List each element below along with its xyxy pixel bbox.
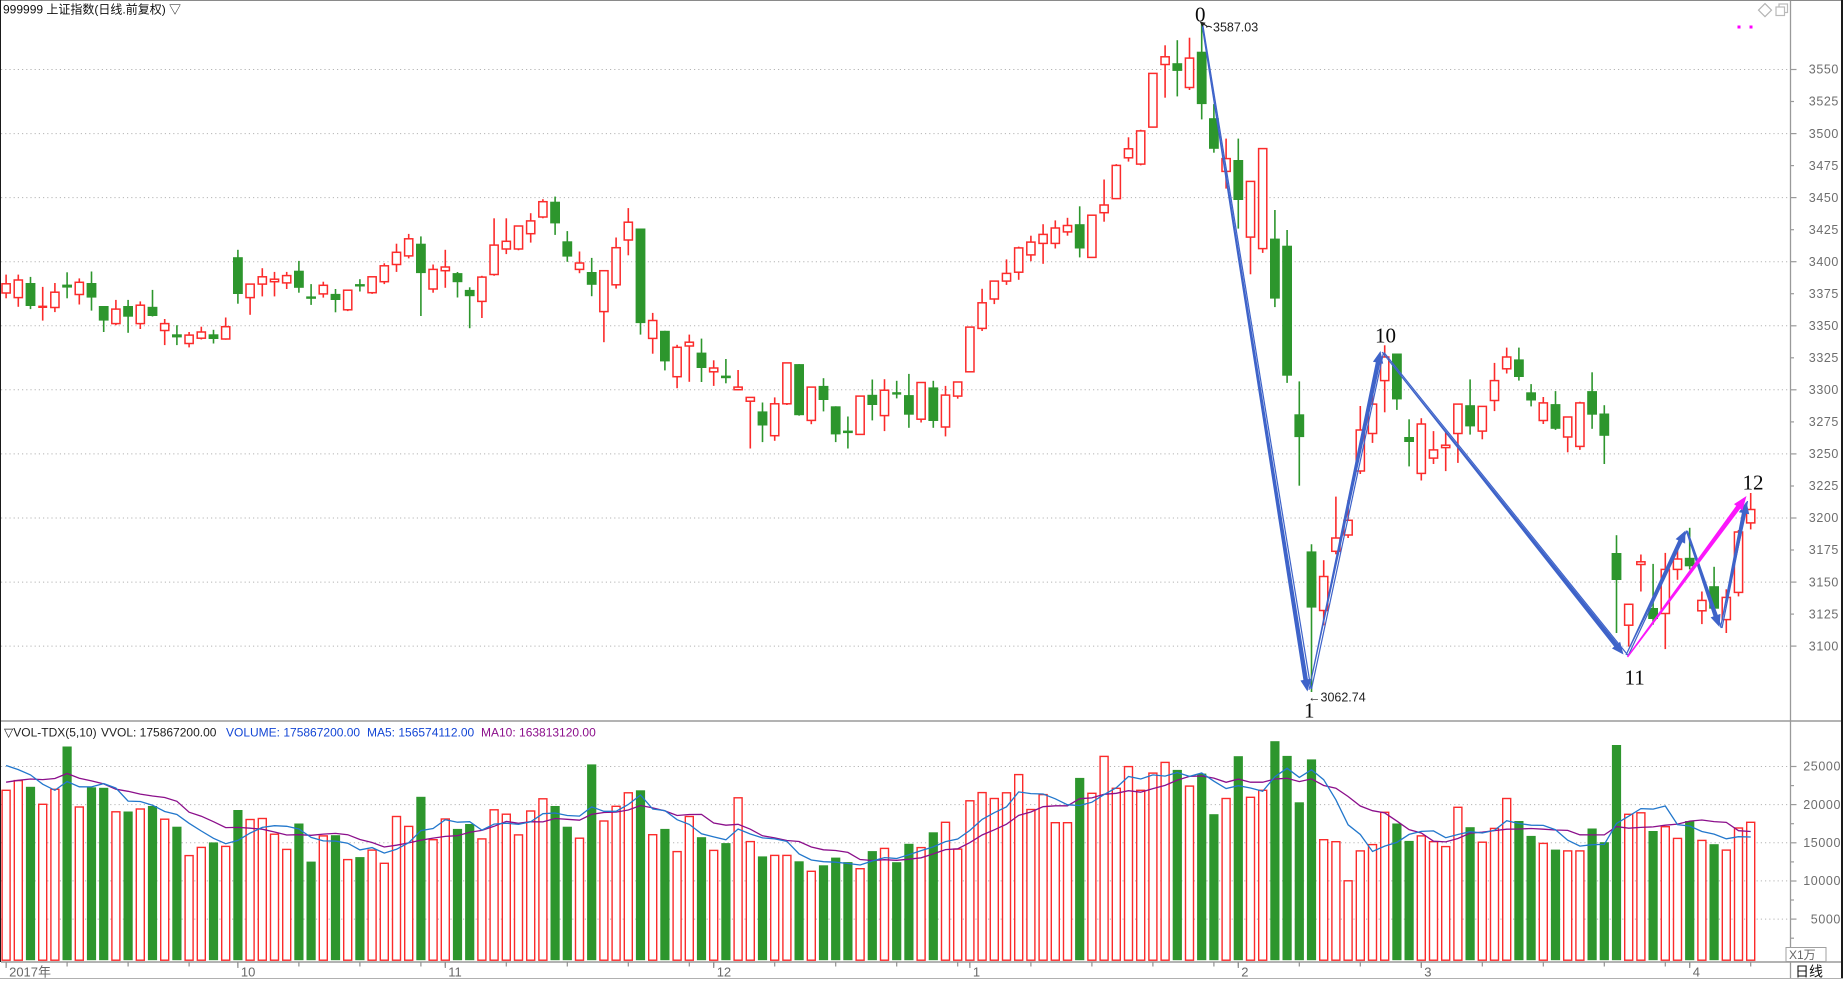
svg-text:3: 3 [1424, 965, 1431, 980]
svg-text:999999 上证指数(日线.前复权) ▽: 999999 上证指数(日线.前复权) ▽ [3, 2, 181, 17]
svg-text:2: 2 [1241, 965, 1248, 980]
svg-text:5000: 5000 [1811, 912, 1841, 926]
svg-text:3175: 3175 [1809, 543, 1839, 557]
svg-text:3550: 3550 [1809, 63, 1839, 77]
svg-text:3475: 3475 [1809, 159, 1839, 173]
svg-text:←3062.74: ←3062.74 [1308, 691, 1366, 705]
svg-text:3200: 3200 [1809, 511, 1839, 525]
svg-text:3275: 3275 [1809, 415, 1839, 429]
svg-text:0: 0 [1195, 3, 1206, 27]
svg-text:3100: 3100 [1809, 639, 1839, 653]
svg-text:VOLUME: 175867200.00: VOLUME: 175867200.00 [226, 726, 360, 740]
svg-text:4: 4 [1693, 965, 1700, 980]
svg-text:3225: 3225 [1809, 479, 1839, 493]
svg-text:12: 12 [1743, 471, 1764, 495]
svg-text:3325: 3325 [1809, 351, 1839, 365]
svg-text:3500: 3500 [1809, 127, 1839, 141]
svg-text:MA10: 163813120.00: MA10: 163813120.00 [481, 726, 596, 740]
svg-text:10: 10 [241, 965, 255, 980]
svg-text:X1万: X1万 [1789, 948, 1816, 962]
svg-text:12: 12 [717, 965, 731, 980]
svg-text:3375: 3375 [1809, 287, 1839, 301]
svg-text:20000: 20000 [1803, 798, 1841, 812]
svg-text:3587.03: 3587.03 [1213, 21, 1258, 35]
svg-text:3250: 3250 [1809, 447, 1839, 461]
svg-text:11: 11 [448, 965, 462, 980]
svg-text:3525: 3525 [1809, 95, 1839, 109]
svg-text:25000: 25000 [1803, 760, 1841, 774]
svg-text:3450: 3450 [1809, 191, 1839, 205]
svg-text:1: 1 [973, 965, 980, 980]
svg-text:2017年: 2017年 [9, 965, 51, 980]
svg-text:3125: 3125 [1809, 607, 1839, 621]
svg-text:11: 11 [1625, 666, 1645, 690]
svg-text:15000: 15000 [1803, 836, 1841, 850]
svg-text:▽VOL-TDX(5,10): ▽VOL-TDX(5,10) [4, 726, 97, 740]
svg-text:3150: 3150 [1809, 575, 1839, 589]
svg-text:10: 10 [1375, 324, 1396, 348]
svg-text:日线: 日线 [1795, 964, 1823, 980]
svg-text:1: 1 [1304, 699, 1315, 723]
svg-text:3300: 3300 [1809, 383, 1839, 397]
svg-text:10000: 10000 [1803, 874, 1841, 888]
svg-text:3425: 3425 [1809, 223, 1839, 237]
svg-text:MA5: 156574112.00: MA5: 156574112.00 [367, 726, 475, 740]
svg-text:VVOL: 175867200.00: VVOL: 175867200.00 [101, 726, 217, 740]
svg-text:3400: 3400 [1809, 255, 1839, 269]
svg-text:3350: 3350 [1809, 319, 1839, 333]
